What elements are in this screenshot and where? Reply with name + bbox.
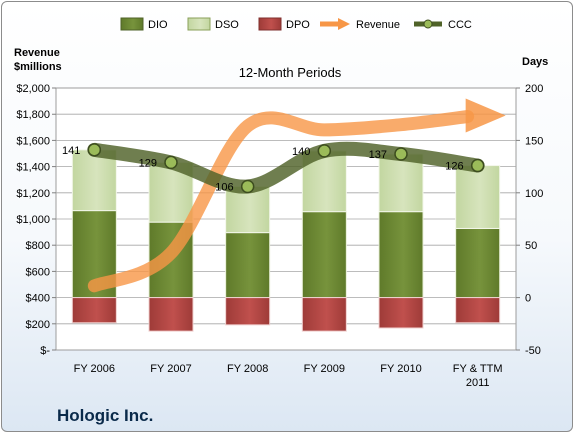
ccc-point xyxy=(240,179,255,194)
left-tick-label: $1,400 xyxy=(16,162,50,174)
right-tick-label: 0 xyxy=(525,293,531,305)
ccc-point xyxy=(164,155,178,170)
x-tick-label: FY & TTM xyxy=(453,363,503,375)
x-tick-label: FY 2006 xyxy=(74,363,115,375)
ccc-data-label: 126 xyxy=(445,161,463,173)
ccc-point xyxy=(317,144,332,158)
legend-revenue-arrowhead xyxy=(338,18,350,30)
bar-dpo xyxy=(225,297,271,326)
bar-dpo xyxy=(148,297,194,332)
left-axis-unit: $millions xyxy=(14,61,62,73)
left-tick-label: $2,000 xyxy=(16,83,50,95)
bar-dpo xyxy=(71,297,117,324)
legend-ccc-marker xyxy=(423,19,433,29)
ccc-data-label: 140 xyxy=(292,146,310,158)
revenue-line xyxy=(87,110,475,293)
legend-swatch-dio xyxy=(120,17,144,31)
bar-dpo xyxy=(301,297,347,332)
left-tick-label: $1,600 xyxy=(16,135,50,147)
bar-dio xyxy=(301,211,347,299)
chart-title: 12-Month Periods xyxy=(239,65,342,80)
legend-label: DPO xyxy=(286,19,310,31)
left-axis-label: Revenue xyxy=(14,47,60,59)
legend-swatch-dso xyxy=(187,17,211,31)
left-tick-label: $400 xyxy=(26,293,50,305)
right-tick-label: -50 xyxy=(525,345,541,357)
x-tick-label: 2011 xyxy=(466,377,490,389)
x-tick-label: FY 2008 xyxy=(227,363,268,375)
bar-dso xyxy=(455,165,501,229)
ccc-data-label: 106 xyxy=(215,182,233,194)
ccc-data-label: 137 xyxy=(369,149,387,161)
legend-label: DSO xyxy=(215,19,239,31)
legend-swatch-dpo xyxy=(258,17,282,31)
legend-label: Revenue xyxy=(356,19,400,31)
left-tick-label: $1,000 xyxy=(16,214,50,226)
revenue-arrowhead xyxy=(465,98,506,133)
left-tick-label: $- xyxy=(40,345,50,357)
right-tick-label: 150 xyxy=(525,135,543,147)
ccc-data-label: 141 xyxy=(62,145,80,157)
left-tick-label: $600 xyxy=(26,266,50,278)
ccc-point xyxy=(470,158,485,173)
right-axis-label: Days xyxy=(522,56,548,68)
bar-dio xyxy=(378,211,424,299)
bar-dpo xyxy=(378,297,424,329)
right-tick-label: 200 xyxy=(525,83,543,95)
bar-dso xyxy=(225,186,271,234)
left-tick-label: $800 xyxy=(26,240,50,252)
bar-dio xyxy=(225,232,271,299)
x-tick-label: FY 2010 xyxy=(380,363,421,375)
ccc-data-label: 129 xyxy=(139,157,157,169)
bar-dio xyxy=(455,227,501,299)
bar-dso xyxy=(71,149,117,212)
legend-label: DIO xyxy=(148,19,168,31)
ccc-point xyxy=(394,147,408,161)
left-tick-label: $1,800 xyxy=(16,109,50,121)
company-name: Hologic Inc. xyxy=(57,406,154,425)
left-tick-label: $200 xyxy=(26,319,50,331)
bar-dpo xyxy=(455,297,501,324)
right-tick-label: 50 xyxy=(525,240,537,252)
x-tick-label: FY 2007 xyxy=(150,363,191,375)
left-tick-label: $1,200 xyxy=(16,188,50,200)
legend-label: CCC xyxy=(448,19,472,31)
x-tick-label: FY 2009 xyxy=(304,363,345,375)
ccc-point xyxy=(87,143,102,157)
right-tick-label: 100 xyxy=(525,188,543,200)
